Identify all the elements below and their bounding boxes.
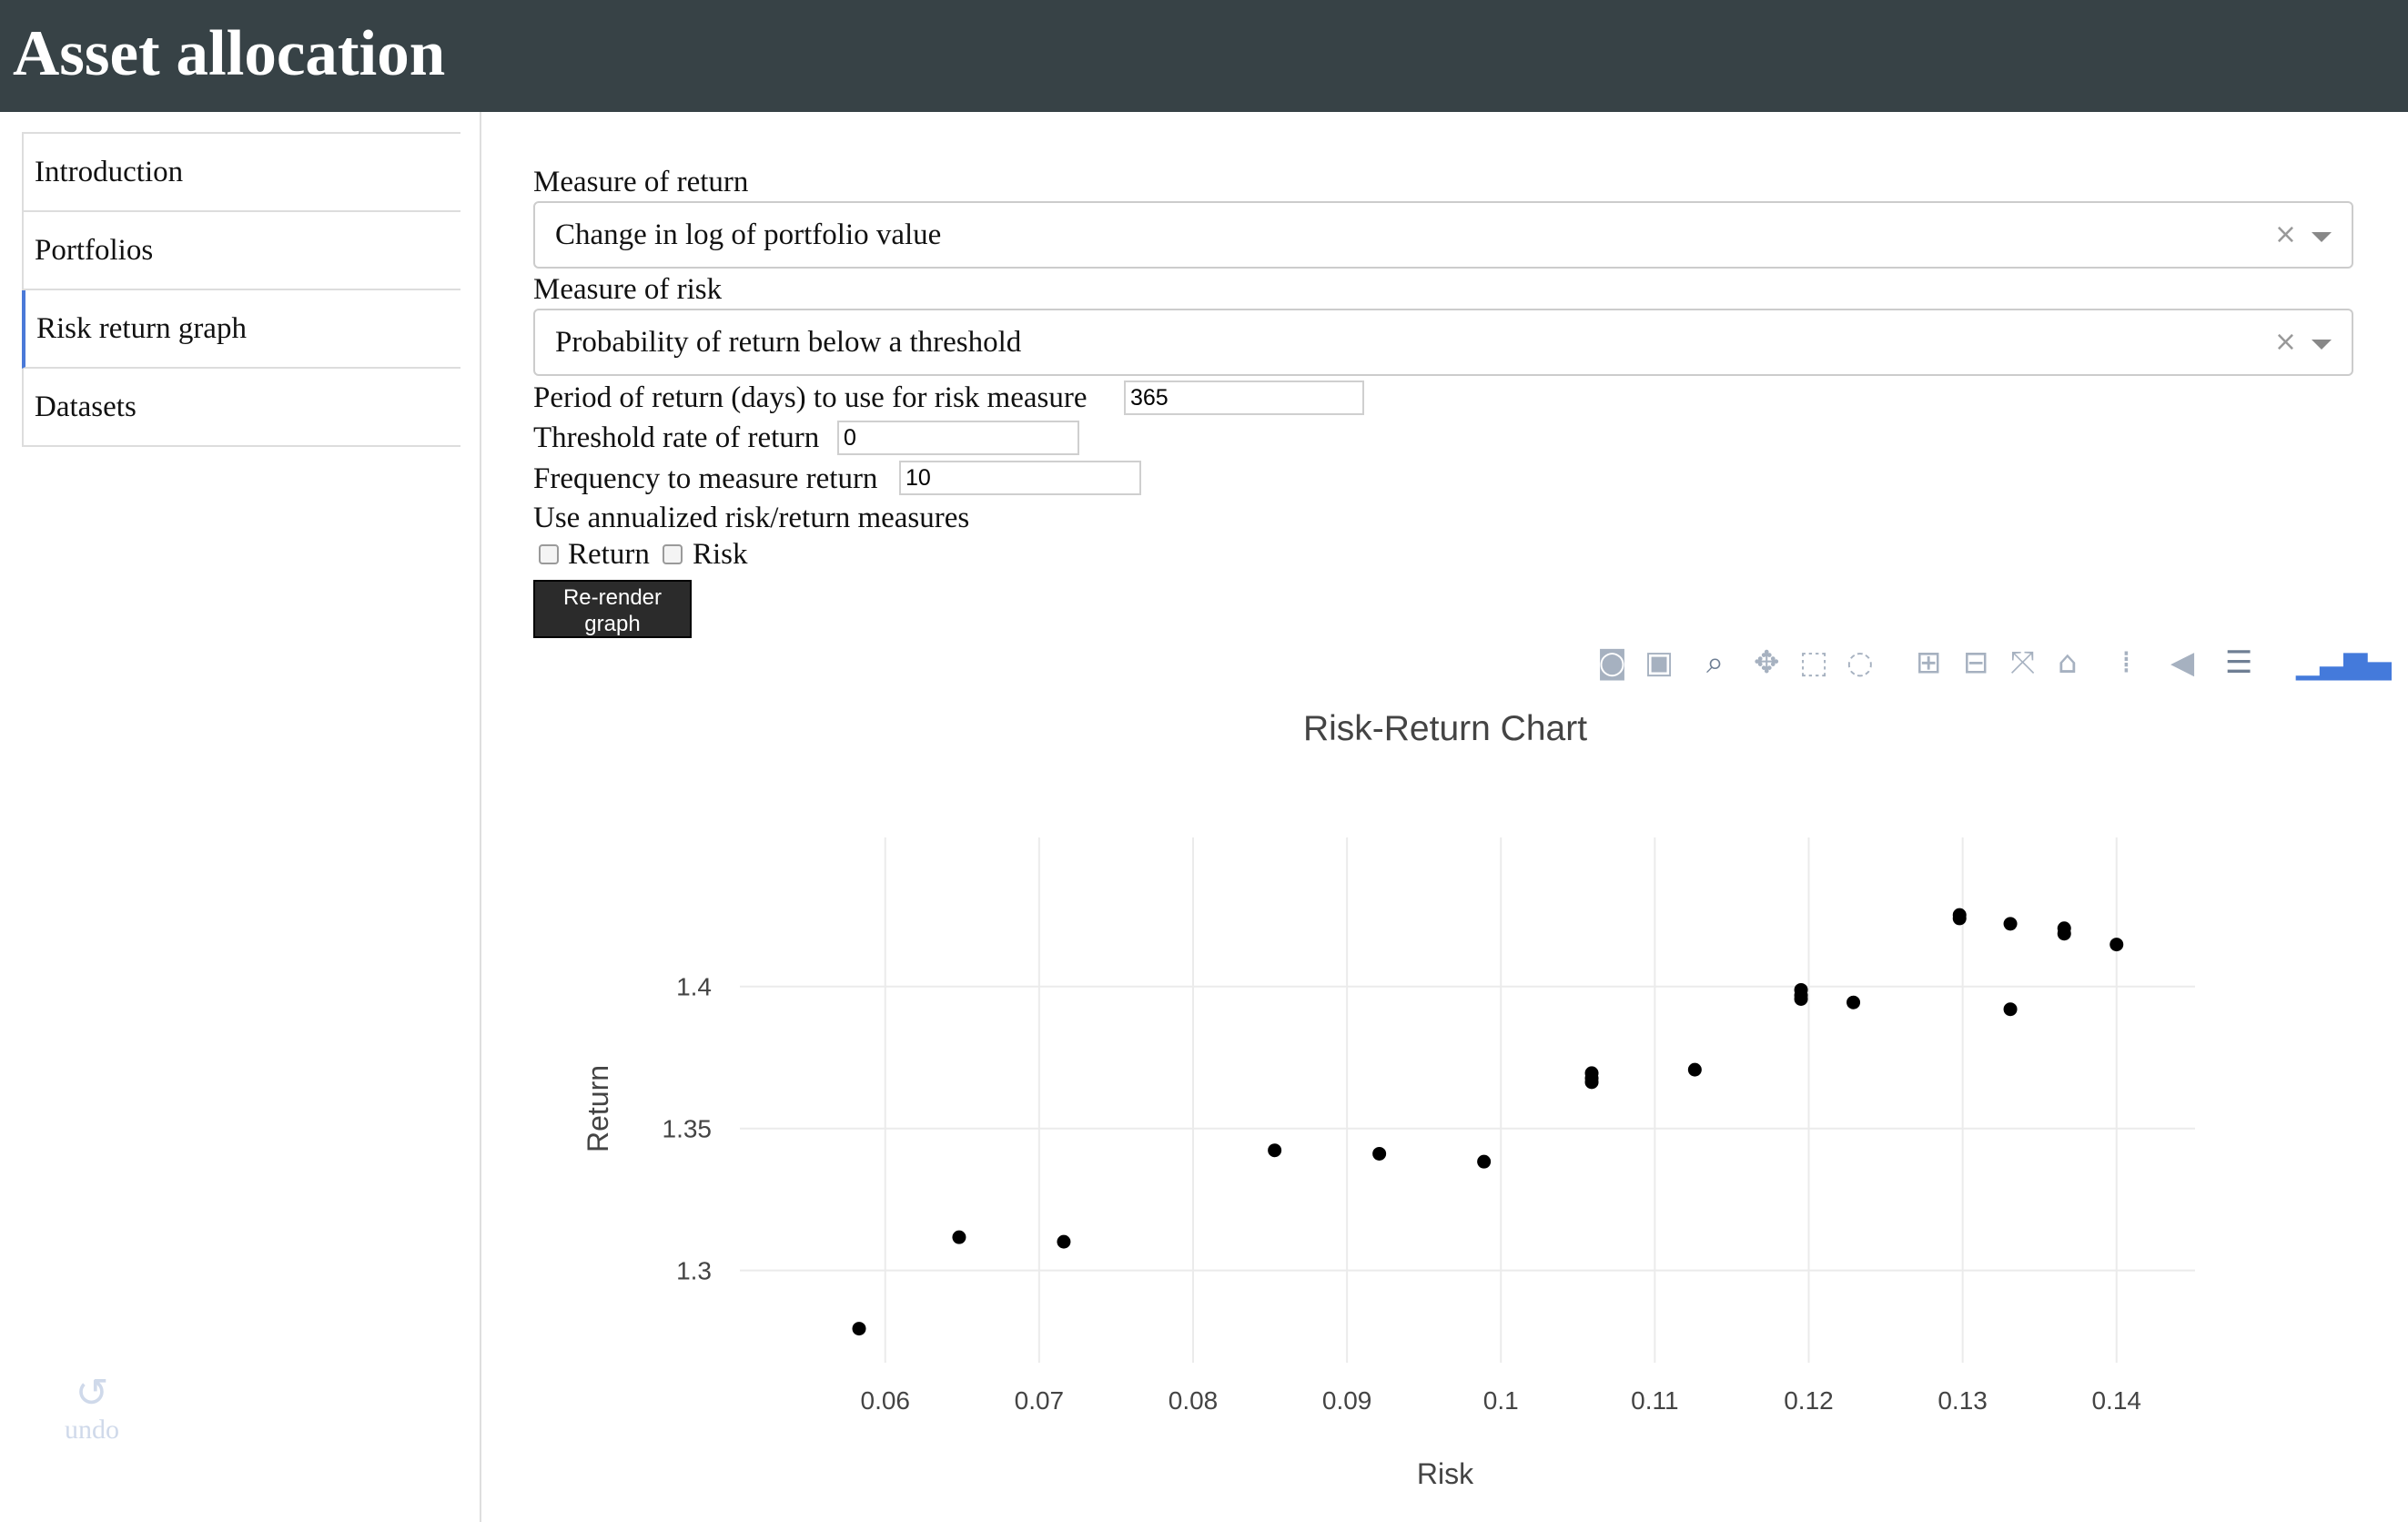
- x-tick-label: 0.06: [861, 1386, 911, 1415]
- data-point[interactable]: [1057, 1234, 1071, 1249]
- data-point[interactable]: [2057, 927, 2071, 941]
- data-point[interactable]: [1794, 988, 1808, 1002]
- x-tick-label: 0.08: [1169, 1386, 1219, 1415]
- data-point[interactable]: [1372, 1146, 1387, 1161]
- autoscale-icon[interactable]: ⤧: [2010, 644, 2036, 681]
- spike-lines-icon[interactable]: ⁞: [2121, 644, 2131, 681]
- zoom-icon[interactable]: ⌕: [1706, 644, 1725, 681]
- y-axis-label: Return: [582, 1065, 614, 1152]
- y-tick-label: 1.3: [676, 1257, 712, 1285]
- sidebar-item-datasets[interactable]: Datasets: [22, 369, 460, 447]
- sidebar-item-portfolios[interactable]: Portfolios: [22, 212, 460, 290]
- sidebar-item-risk-return-graph[interactable]: Risk return graph: [22, 290, 460, 369]
- box-select-icon[interactable]: ⬚: [1799, 644, 1829, 681]
- return-measure-value: Change in log of portfolio value: [555, 218, 942, 251]
- undo-button[interactable]: ↺ undo: [55, 1373, 129, 1446]
- data-point[interactable]: [2003, 917, 2018, 931]
- annualized-return-label: Return: [568, 538, 650, 571]
- x-tick-label: 0.07: [1015, 1386, 1065, 1415]
- risk-measure-label: Measure of risk: [533, 273, 723, 306]
- reset-axes-icon[interactable]: ⌂: [2058, 644, 2078, 681]
- return-measure-select[interactable]: Change in log of portfolio value ×: [533, 201, 2353, 269]
- clear-icon[interactable]: ×: [2273, 326, 2297, 358]
- x-tick-label: 0.14: [2091, 1386, 2141, 1415]
- x-tick-label: 0.09: [1322, 1386, 1372, 1415]
- data-point[interactable]: [2003, 1002, 2018, 1017]
- threshold-input[interactable]: [837, 421, 1079, 455]
- annualized-label: Use annualized risk/return measures: [533, 502, 970, 534]
- annualized-risk-label: Risk: [693, 538, 748, 571]
- risk-measure-value: Probability of return below a threshold: [555, 326, 1022, 359]
- annualized-risk-checkbox[interactable]: [663, 544, 683, 564]
- chart-title: Risk-Return Chart: [1303, 709, 1587, 748]
- risk-return-chart[interactable]: Risk-Return Chart 0.06 0.07 0.08 0.09 0.1 0.1…: [533, 692, 2353, 1522]
- chart-ticks: 0.06 0.07 0.08 0.09 0.1 0.11 0.12 0.13 0.14 1.3 1.…: [663, 973, 2141, 1415]
- plotly-logo-icon[interactable]: ▁▃▆▄: [2296, 644, 2392, 681]
- chevron-down-icon[interactable]: [2312, 232, 2332, 242]
- undo-label: undo: [65, 1415, 119, 1445]
- chart-points: [852, 908, 2124, 1336]
- return-measure-label: Measure of return: [533, 166, 749, 198]
- lasso-icon[interactable]: ◌: [1846, 644, 1874, 681]
- data-point[interactable]: [1268, 1143, 1282, 1158]
- sidebar-nav: Introduction Portfolios Risk return grap…: [22, 132, 460, 447]
- x-tick-label: 0.12: [1784, 1386, 1834, 1415]
- rerender-graph-button[interactable]: Re-render graph: [533, 580, 692, 638]
- data-point[interactable]: [1687, 1062, 1702, 1077]
- data-point[interactable]: [1477, 1154, 1492, 1169]
- period-input[interactable]: [1124, 380, 1364, 415]
- y-tick-label: 1.4: [676, 973, 712, 1001]
- data-point[interactable]: [952, 1230, 966, 1244]
- hover-compare-icon[interactable]: ☰: [2225, 644, 2253, 681]
- risk-measure-select[interactable]: Probability of return below a threshold …: [533, 309, 2353, 376]
- x-tick-label: 0.11: [1631, 1386, 1678, 1415]
- undo-icon: ↺: [75, 1370, 109, 1416]
- period-label: Period of return (days) to use for risk …: [533, 381, 1088, 414]
- chart-grid: [740, 837, 2195, 1363]
- sidebar-item-introduction[interactable]: Introduction: [22, 134, 460, 212]
- zoom-in-icon[interactable]: ⊞: [1916, 644, 1942, 681]
- annualized-return-checkbox[interactable]: [539, 544, 559, 564]
- threshold-label: Threshold rate of return: [533, 421, 820, 454]
- camera-icon[interactable]: ◙: [1597, 644, 1627, 681]
- x-tick-label: 0.13: [1938, 1386, 1988, 1415]
- data-point[interactable]: [2110, 938, 2124, 952]
- data-point[interactable]: [1952, 908, 1967, 922]
- save-icon[interactable]: ▣: [1644, 644, 1674, 681]
- data-point[interactable]: [1584, 1070, 1599, 1085]
- app-header: Asset allocation: [0, 0, 2408, 112]
- pan-icon[interactable]: ✥: [1754, 644, 1780, 681]
- app-title: Asset allocation: [13, 18, 446, 89]
- y-tick-label: 1.35: [663, 1115, 713, 1143]
- x-axis-label: Risk: [1417, 1457, 1474, 1490]
- data-point[interactable]: [852, 1322, 866, 1336]
- clear-icon[interactable]: ×: [2273, 218, 2297, 250]
- data-point[interactable]: [1846, 995, 1861, 1010]
- sidebar: Introduction Portfolios Risk return grap…: [0, 112, 481, 1522]
- x-tick-label: 0.1: [1483, 1386, 1519, 1415]
- hover-closest-icon[interactable]: ◀: [2170, 644, 2195, 681]
- chevron-down-icon[interactable]: [2312, 340, 2332, 350]
- zoom-out-icon[interactable]: ⊟: [1963, 644, 1989, 681]
- frequency-label: Frequency to measure return: [533, 462, 878, 495]
- frequency-input[interactable]: [899, 461, 1141, 495]
